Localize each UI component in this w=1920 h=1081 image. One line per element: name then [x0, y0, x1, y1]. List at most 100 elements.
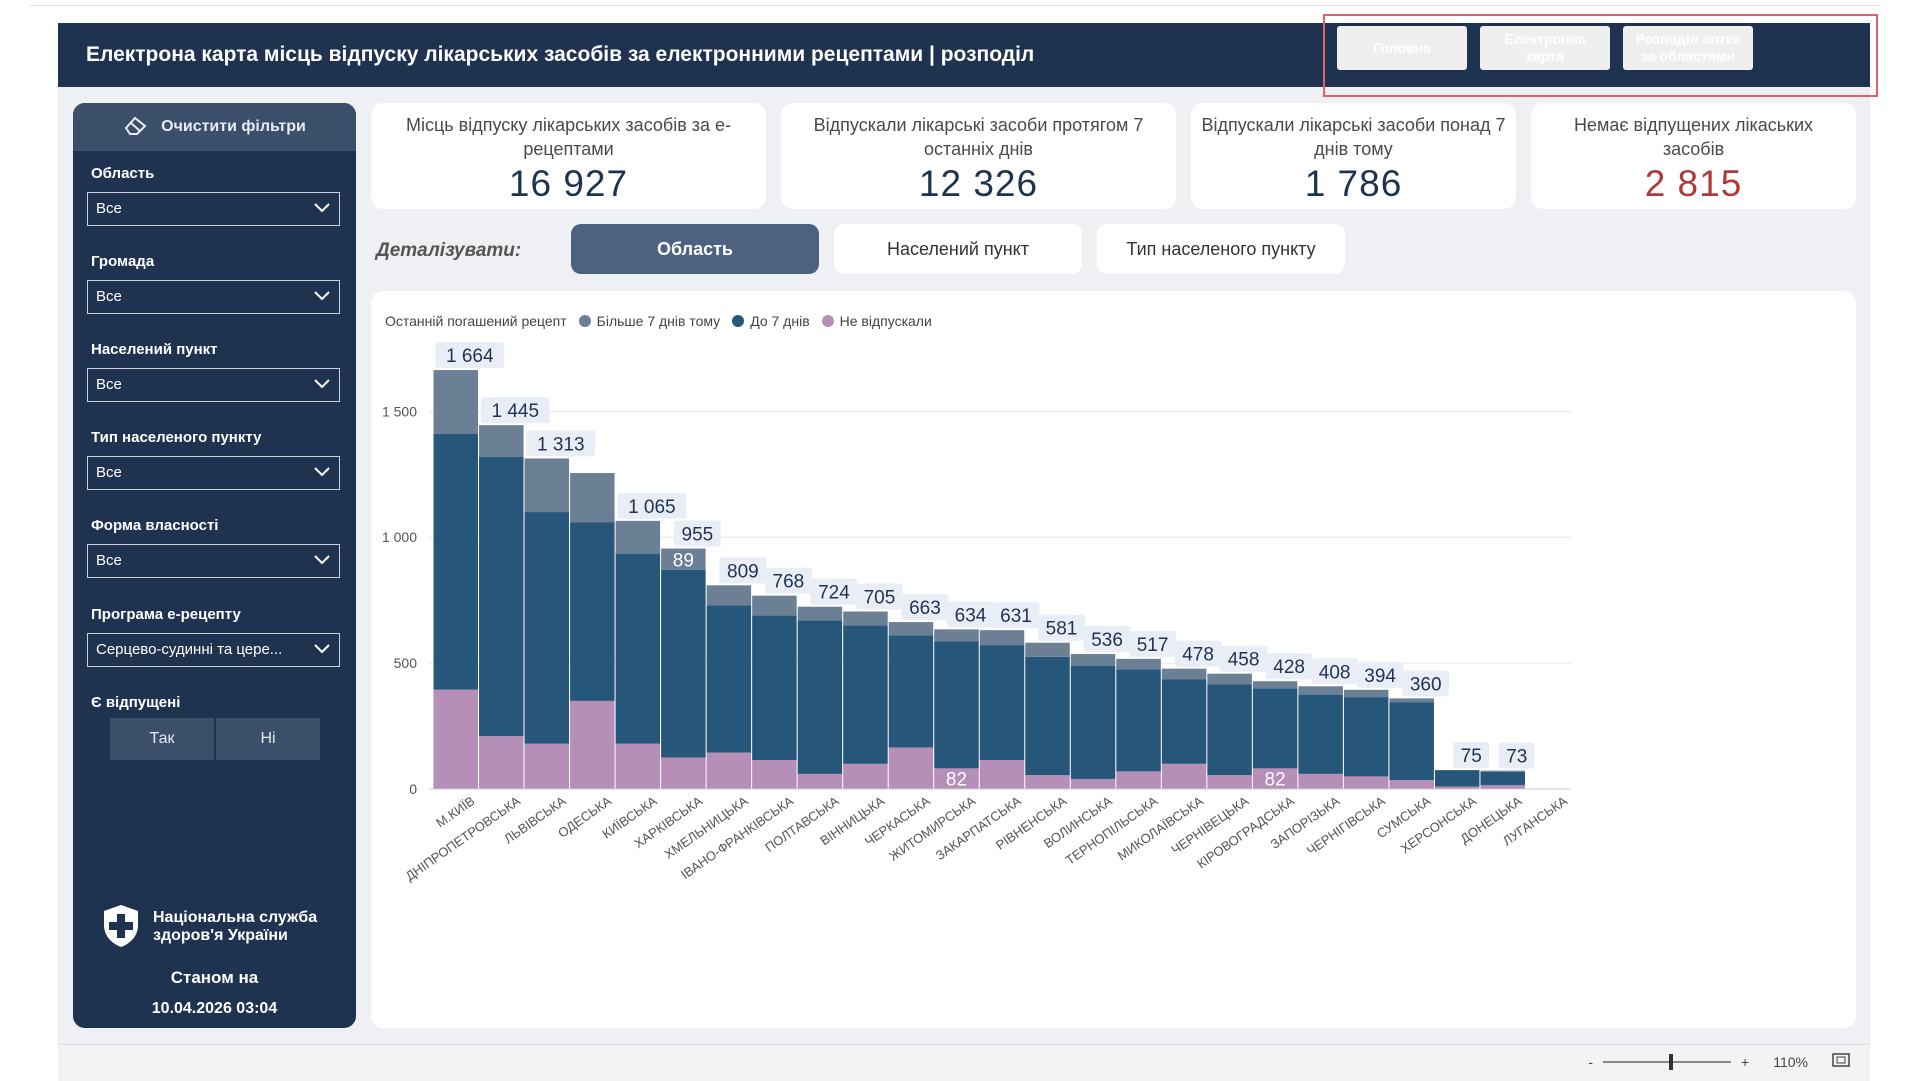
total-label-bg: [1402, 670, 1450, 697]
bar-segment: [1070, 665, 1116, 779]
kpi-value-over7days: 1 786: [1304, 163, 1403, 204]
bar-segment: [843, 611, 888, 626]
total-label: 634: [955, 605, 987, 626]
bar-segment: [1480, 785, 1525, 789]
total-label-bg: [1356, 661, 1404, 688]
bar-segment: [524, 512, 570, 744]
total-label: 768: [773, 572, 805, 593]
bar-segment: [888, 622, 934, 636]
filter-select-settlement[interactable]: Все: [87, 368, 340, 402]
nav-home-button[interactable]: Головна: [1337, 26, 1467, 70]
bar-segment: [1025, 642, 1070, 657]
bar-segment: [752, 595, 797, 616]
bar-segment: [1116, 669, 1161, 772]
total-label-bg: [480, 397, 550, 424]
filter-select-region[interactable]: Все: [87, 192, 340, 226]
bar-segment: [479, 456, 524, 737]
bar-segment: [1207, 684, 1252, 776]
bar-segment: [1161, 763, 1207, 789]
chevron-down-icon: [314, 467, 330, 477]
filter-select-program[interactable]: Серцево-судинні та цере...: [87, 633, 340, 667]
clear-filters-button[interactable]: Очистити фільтри: [73, 103, 356, 151]
nav-distribution-button[interactable]: Розподіл аптек за областями: [1623, 26, 1753, 70]
chart-legend: Останній погашений рецепт Більше 7 днів …: [385, 313, 932, 329]
bar-segment: [1480, 771, 1525, 786]
filter-select-settlement-type[interactable]: Все: [87, 456, 340, 490]
bar-segment: [797, 606, 843, 621]
bar-segment: [706, 752, 752, 789]
kpi-label-total: Місць відпуску лікарських засобів за е-р…: [405, 115, 732, 159]
segment-label: 89: [673, 550, 694, 571]
total-label-bg: [764, 567, 812, 594]
chevron-down-icon: [314, 555, 330, 565]
bar-segment: [1389, 780, 1434, 789]
total-label-bg: [673, 520, 721, 547]
detail-settlement-type-button[interactable]: Тип населеного пункту: [1097, 224, 1345, 274]
zoom-in-button[interactable]: +: [1741, 1053, 1750, 1070]
bar-segment: [706, 585, 752, 606]
filter-value-settlement-type: Все: [96, 464, 122, 481]
total-label: 517: [1137, 635, 1169, 656]
bar-segment: [661, 548, 706, 570]
bar-segment: [1252, 688, 1298, 769]
total-label-bg: [810, 578, 858, 605]
filter-value-ownership: Все: [96, 552, 122, 569]
bar-segment: [1298, 686, 1343, 695]
detail-region-button[interactable]: Область: [571, 224, 819, 274]
status-date: 10.04.2026 03:04: [151, 1000, 278, 1017]
bar-segment: [1343, 697, 1389, 777]
bar-segment: [934, 629, 979, 642]
legend-item-none: Не відпускали: [839, 313, 932, 329]
bar-segment: [661, 757, 706, 789]
zoom-slider-thumb[interactable]: [1669, 1053, 1674, 1070]
filter-value-region: Все: [96, 200, 122, 217]
bar-segment: [1207, 673, 1252, 685]
total-label-bg: [526, 430, 596, 457]
filter-label-program: Програма е-рецепту: [91, 606, 241, 623]
bar-segment: [479, 736, 524, 789]
chevron-down-icon: [314, 203, 330, 213]
bar-segment: [1389, 698, 1434, 703]
dispensed-no-button[interactable]: Ні: [216, 718, 320, 760]
bar-segment: [1161, 668, 1207, 680]
bar-segment: [433, 434, 479, 690]
bar-segment: [1389, 702, 1434, 781]
filter-label-region: Область: [91, 165, 155, 182]
total-label: 1 065: [628, 497, 676, 518]
filter-label-settlement: Населений пункт: [91, 341, 218, 358]
legend-dot-none: [821, 315, 834, 327]
bar-segment: [797, 620, 843, 774]
bar-segment: [888, 635, 934, 748]
header-bar: Електрона карта місць відпуску лікарськи…: [58, 14, 1878, 97]
zoom-out-button[interactable]: -: [1588, 1053, 1594, 1070]
legend-item-7days: До 7 днів: [750, 313, 810, 329]
total-label: 1 445: [492, 401, 540, 422]
filter-select-ownership[interactable]: Все: [87, 544, 340, 578]
total-label: 75: [1461, 746, 1482, 767]
dispensed-yes-button[interactable]: Так: [110, 718, 214, 760]
total-label: 1 313: [537, 434, 585, 455]
bar-segment: [1298, 773, 1343, 789]
kpi-card-total: Місць відпуску лікарських засобів за е-р…: [371, 103, 766, 209]
bar-segment: [1025, 656, 1070, 776]
total-label-bg: [1129, 630, 1177, 657]
bar-segment: [1116, 658, 1161, 670]
filter-select-community[interactable]: Все: [87, 280, 340, 314]
total-label-bg: [1220, 645, 1268, 672]
zoom-slider[interactable]: [1603, 1053, 1732, 1070]
total-label-bg: [617, 492, 687, 519]
bar-segment: [752, 760, 797, 789]
filter-value-settlement: Все: [96, 376, 122, 393]
total-label: 458: [1228, 650, 1260, 671]
bar-segment: [979, 760, 1025, 789]
fit-page-icon[interactable]: [1832, 1053, 1850, 1070]
nav-map-button[interactable]: Електронна карта: [1480, 26, 1610, 70]
bar-segment: [1343, 689, 1389, 698]
total-label-bg: [1174, 640, 1222, 667]
bar-segment: [843, 763, 888, 789]
filter-label-ownership: Форма власності: [91, 517, 219, 534]
detail-settlement-button[interactable]: Населений пункт: [834, 224, 1082, 274]
kpi-label-over7days: Відпускали лікарські засоби понад 7 днів…: [1201, 115, 1506, 159]
bar-segment: [524, 743, 570, 789]
eraser-icon: [123, 114, 149, 141]
